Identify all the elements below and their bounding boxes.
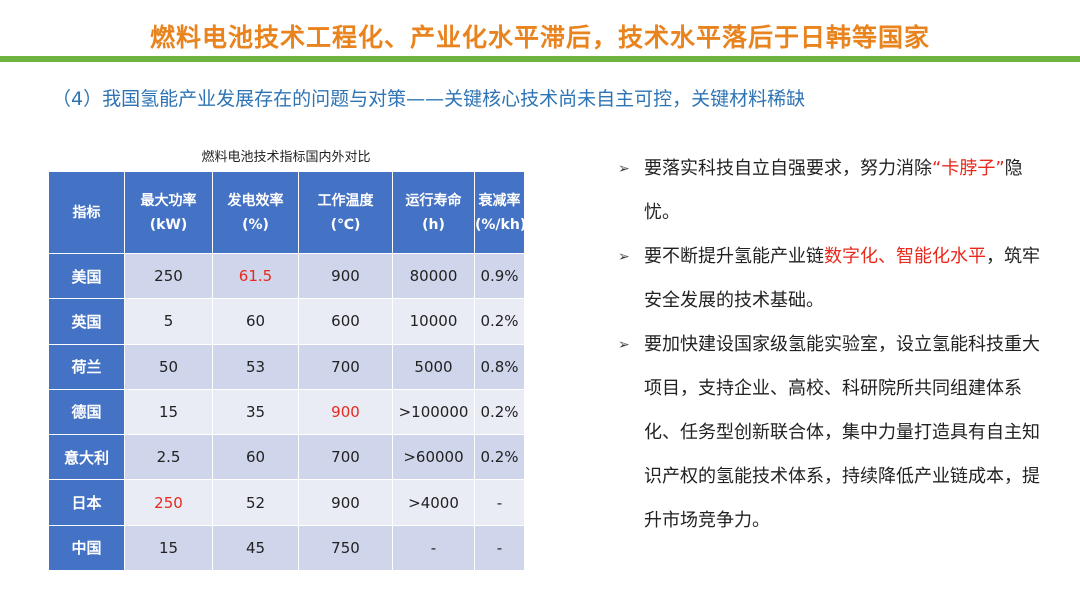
bullet-item: ➢ 要加快建设国家级氢能实验室，设立氢能科技重大项目，支持企业、高校、科研院所共…: [618, 323, 1048, 543]
table-cell: 0.9%: [474, 252, 525, 300]
table-row: 荷兰 50 53 700 5000 0.8%: [48, 343, 525, 390]
table-cell: 15: [124, 524, 213, 572]
table-cell: 0.2%: [474, 434, 525, 481]
bullet-item: ➢ 要不断提升氢能产业链数字化、智能化水平，筑牢安全发展的技术基础。: [618, 235, 1048, 323]
table-cell: 900: [298, 252, 393, 300]
table-row: 中国 15 45 750 - -: [48, 524, 525, 572]
bullet-text: 要加快建设国家级氢能实验室，设立氢能科技重大项目，支持企业、高校、科研院所共同组…: [644, 334, 1040, 531]
countermeasure-list: ➢ 要落实科技自立自强要求，努力消除“卡脖子”隐忧。 ➢ 要不断提升氢能产业链数…: [618, 147, 1048, 543]
table-cell: 61.5: [212, 252, 299, 300]
title-divider: [0, 56, 1080, 62]
table-cell: -: [474, 479, 525, 526]
table-row: 英国 5 60 600 10000 0.2%: [48, 298, 525, 345]
bullet-text-end: ，筑牢安全发展的技术基础。: [644, 246, 1040, 311]
row-label: 意大利: [48, 434, 125, 481]
table-cell: 2.5: [124, 434, 213, 481]
table-cell: >4000: [392, 479, 475, 526]
table-cell: 900: [298, 388, 393, 436]
table-row: 美国 250 61.5 900 80000 0.9%: [48, 252, 525, 300]
table-cell: 0.2%: [474, 388, 525, 436]
table-cell: 15: [124, 388, 213, 436]
table-cell: 50: [124, 343, 213, 390]
table-cell: 5: [124, 298, 213, 345]
table-cell: >100000: [392, 388, 475, 436]
table-cell: 60: [212, 298, 299, 345]
table-cell: 700: [298, 434, 393, 481]
bullet-emphasis: “卡脖子”: [932, 158, 1005, 179]
table-cell: 5000: [392, 343, 475, 390]
table-cell: 10000: [392, 298, 475, 345]
column-header: 发电效率 (%): [212, 171, 299, 254]
table-cell: 900: [298, 479, 393, 526]
column-header: 指标: [48, 171, 125, 254]
table-cell: -: [474, 524, 525, 572]
row-label: 中国: [48, 524, 125, 572]
table-caption: 燃料电池技术指标国内外对比: [201, 150, 371, 165]
bullet-text: 要落实科技自立自强要求，努力消除: [644, 158, 932, 179]
arrow-bullet-icon: ➢: [618, 337, 630, 353]
table-cell: 600: [298, 298, 393, 345]
table-cell: 45: [212, 524, 299, 572]
table-cell: 700: [298, 343, 393, 390]
table-cell: 0.8%: [474, 343, 525, 390]
row-label: 日本: [48, 479, 125, 526]
column-header: 衰减率 (%/kh): [474, 171, 526, 254]
table-cell: 60: [212, 434, 299, 481]
column-header: 最大功率 (kW): [124, 171, 213, 254]
arrow-bullet-icon: ➢: [618, 249, 630, 265]
table-row: 意大利 2.5 60 700 >60000 0.2%: [48, 434, 525, 481]
row-label: 英国: [48, 298, 125, 345]
table-cell: 52: [212, 479, 299, 526]
table-cell: >60000: [392, 434, 475, 481]
row-label: 美国: [48, 252, 125, 300]
table-cell: 35: [212, 388, 299, 436]
column-header: 运行寿命 (h): [392, 171, 475, 254]
slide-subtitle: （4）我国氢能产业发展存在的问题与对策——关键核心技术尚未自主可控，关键材料稀缺: [52, 88, 806, 110]
table-cell: 80000: [392, 252, 475, 300]
table-cell: -: [392, 524, 475, 572]
column-header: 工作温度 (℃): [298, 171, 393, 254]
table-header-row: 指标 最大功率 (kW) 发电效率 (%) 工作温度 (℃) 运行寿命 (h) 衰减率(…: [48, 171, 526, 254]
bullet-item: ➢ 要落实科技自立自强要求，努力消除“卡脖子”隐忧。: [618, 147, 1048, 235]
comparison-table: 指标 最大功率 (kW) 发电效率 (%) 工作温度 (℃) 运行寿命 (h) 衰减率(…: [48, 171, 526, 572]
arrow-bullet-icon: ➢: [618, 161, 630, 177]
bullet-text-end: 隐忧。: [644, 158, 1023, 223]
table-cell: 250: [124, 479, 213, 526]
row-label: 德国: [48, 388, 125, 436]
table-cell: 0.2%: [474, 298, 525, 345]
row-label: 荷兰: [48, 343, 125, 390]
table-row: 德国 15 35 900 >100000 0.2%: [48, 388, 525, 436]
bullet-text: 要不断提升氢能产业链: [644, 246, 824, 267]
table-row: 日本 250 52 900 >4000 -: [48, 479, 525, 526]
table-cell: 750: [298, 524, 393, 572]
slide-title: 燃料电池技术工程化、产业化水平滞后，技术水平落后于日韩等国家: [149, 23, 930, 52]
table-cell: 53: [212, 343, 299, 390]
bullet-emphasis: 数字化、智能化水平: [824, 246, 986, 267]
table-cell: 250: [124, 252, 213, 300]
